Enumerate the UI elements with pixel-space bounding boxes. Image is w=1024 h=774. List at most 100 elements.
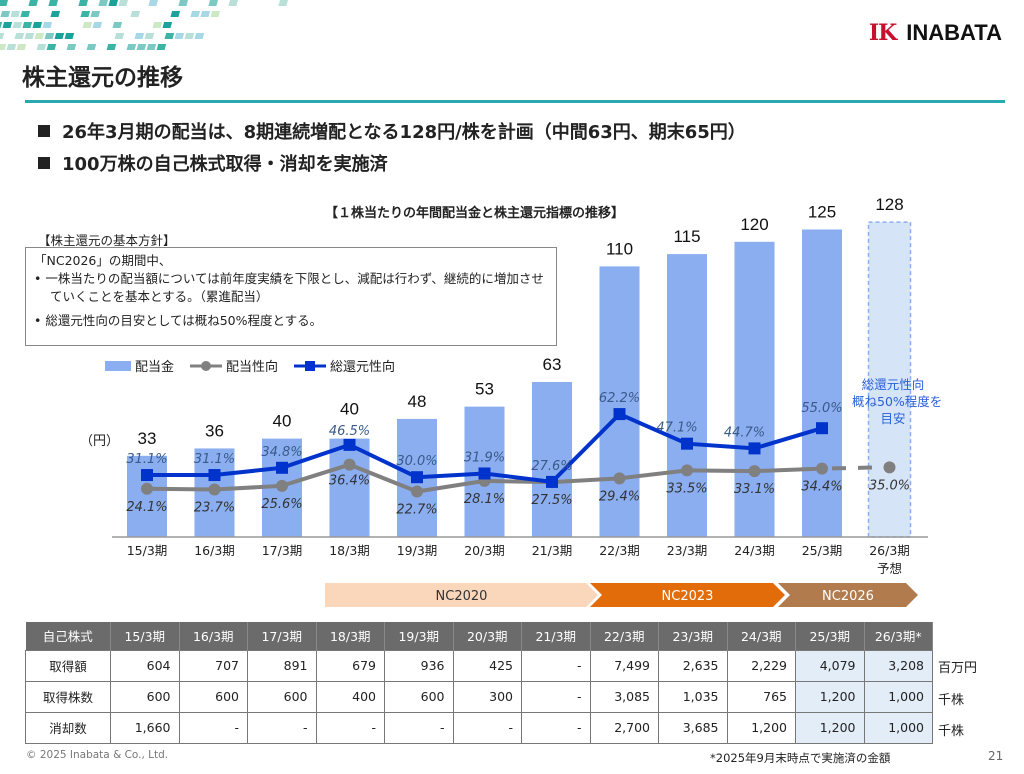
mosaic-tile [190, 11, 201, 17]
mosaic-tile [20, 11, 31, 17]
bar-dividend [127, 455, 167, 537]
logo-name: INABATA [906, 20, 1002, 45]
mosaic-tile [184, 33, 195, 39]
table-header-cell: 21/3期 [521, 622, 591, 650]
payout-label: 27.5% [531, 493, 572, 508]
copyright: © 2025 Inabata & Co., Ltd. [26, 749, 169, 761]
bullet-text: 100万株の自己株式取得・消却を実施済 [62, 154, 388, 175]
bullet-2: 100万株の自己株式取得・消却を実施済 [38, 150, 388, 176]
x-tick-label: 21/3期 [532, 543, 573, 558]
total-return-label: 34.8% [261, 445, 302, 460]
bar-dividend [532, 382, 572, 537]
mosaic-tile [54, 33, 65, 39]
mosaic-tile [50, 11, 61, 17]
legend-payout: 配当性向 [190, 356, 278, 375]
total-return-label: 44.7% [724, 425, 765, 440]
total-return-label: 30.0% [396, 454, 437, 469]
page-number: 21 [988, 749, 1004, 763]
payout-label: 24.1% [126, 500, 167, 515]
table-cell: - [315, 711, 385, 744]
payout-label: 22.7% [396, 503, 437, 518]
y-unit-label: （円） [80, 434, 120, 449]
bar-dividend [802, 229, 842, 537]
mosaic-tile [278, 0, 288, 6]
mosaic-tile [208, 0, 218, 6]
table-header-cell: 自己株式 [25, 622, 111, 650]
mosaic-tile [66, 44, 77, 50]
target-annotation: 総還元性向 概ね50%程度を 目安 [852, 376, 942, 427]
table-cell: 604 [110, 649, 180, 682]
legend-total-return: 総還元性向 [294, 356, 395, 375]
decorative-mosaic [0, 0, 288, 50]
table-cell: 707 [178, 649, 248, 682]
table-cell: - [521, 680, 591, 713]
mosaic-tile [228, 0, 238, 6]
mosaic-tile [0, 0, 8, 6]
bar-value-label: 36 [205, 421, 224, 440]
mosaic-tile [0, 33, 5, 39]
point-total-return [748, 442, 761, 455]
policy-heading: 【株主還元の基本方針】 [38, 233, 176, 248]
bullet-square-icon [38, 125, 50, 137]
mosaic-tile [32, 22, 43, 28]
point-payout [411, 485, 423, 498]
legend-label: 配当性向 [226, 360, 279, 375]
mosaic-tile [14, 33, 25, 39]
bar-dividend [667, 254, 707, 537]
policy-box: 「NC2026」の期間中、 • 一株当たりの配当額については前年度実績を下限とし… [25, 247, 557, 346]
x-tick-label: 17/3期 [262, 543, 303, 558]
bar-value-label: 110 [606, 239, 633, 258]
policy-line: 「NC2026」の期間中、 [34, 253, 172, 268]
mosaic-tile [174, 33, 185, 39]
total-return-label: 31.9% [464, 450, 505, 465]
table-row: 取得株数 600 600 600 400 600 300-3,085 1,035 765 1,20… [25, 680, 933, 713]
table-header-cell: 18/3期 [316, 622, 385, 650]
payout-label: 33.1% [734, 482, 775, 497]
table-header-cell: 22/3期 [590, 622, 659, 650]
bar-value-label: 53 [475, 380, 494, 399]
mosaic-tile [6, 44, 17, 50]
bullet-square-icon [38, 157, 50, 169]
point-total-return [816, 422, 828, 435]
point-total-return [546, 475, 558, 488]
mosaic-tile [148, 0, 158, 6]
chart-title: 【１株当たりの年間配当金と株主還元指標の推移】 [325, 206, 625, 221]
payout-label: 28.1% [464, 492, 505, 507]
bullet-text: 26年3月期の配当は、8期連続増配となる128円/株を計画（中間63円、期末65… [62, 122, 746, 143]
mosaic-tile [36, 44, 47, 50]
point-payout [883, 461, 896, 474]
table-header-cell: 15/3期 [110, 622, 180, 650]
table-row: 取得額 604 707 891 679 936 425-7,499 2,635 2,229 4,0… [25, 649, 933, 682]
row-label: 消却数 [25, 711, 111, 744]
x-tick-label: 24/3期 [734, 543, 775, 558]
unit-label: 百万円 [938, 661, 978, 676]
point-total-return [276, 461, 288, 474]
table-cell: 1,000 [863, 711, 933, 744]
mosaic-tile [134, 33, 145, 39]
policy-line: • 総還元性向の目安としては概ね50%程度とする。 [34, 313, 323, 328]
mosaic-tile [118, 0, 128, 6]
bar-value-label: 33 [138, 429, 157, 448]
phase-arrow-nc2026 [778, 583, 918, 607]
mosaic-tile [130, 11, 141, 17]
phase-label: NC2020 [436, 589, 488, 604]
legend-label: 配当金 [135, 360, 175, 375]
table-cell: 936 [384, 649, 454, 682]
mosaic-tile [0, 11, 11, 17]
mosaic-tile [164, 33, 175, 39]
phase-label: NC2026 [822, 589, 874, 604]
table-cell: 1,035 [658, 680, 728, 713]
mosaic-tile [44, 33, 55, 39]
mosaic-tile [112, 22, 123, 28]
table-cell: 1,200 [726, 711, 796, 744]
phase-label: NC2023 [662, 589, 714, 604]
table-cell: 3,208 [863, 649, 933, 682]
unit-label: 千株 [938, 724, 965, 739]
table-cell: 400 [315, 680, 385, 713]
phase-arrow-nc2023 [590, 583, 785, 607]
mosaic-tile [24, 33, 35, 39]
table-cell: 7,499 [589, 649, 659, 682]
table-header-row: 自己株式 15/3期 16/3期 17/3期 18/3期 19/3期 20/3期 21/3期 2… [25, 622, 933, 650]
mosaic-tile [152, 22, 163, 28]
point-payout [748, 465, 761, 478]
